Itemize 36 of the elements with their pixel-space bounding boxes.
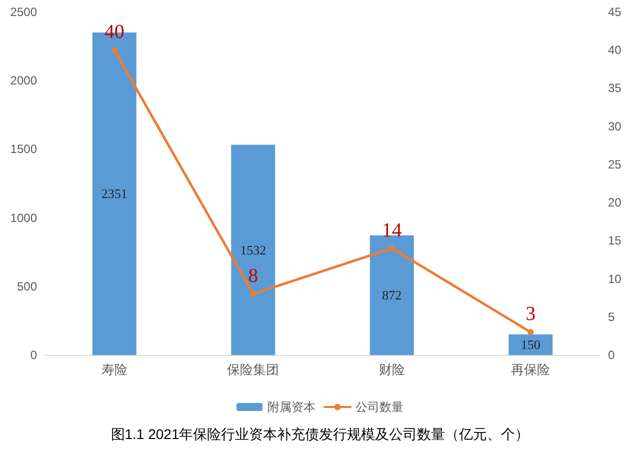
y2-tick-label: 5 <box>608 310 615 324</box>
y-tick-label: 0 <box>30 348 38 362</box>
y-tick-label: 1500 <box>10 142 38 156</box>
data-label: 3 <box>526 303 536 326</box>
y2-tick-label: 15 <box>608 234 622 248</box>
x-tick-label: 寿险 <box>101 362 128 377</box>
y2-tick-label: 45 <box>608 5 622 19</box>
point <box>250 291 256 298</box>
y-tick-label: 1000 <box>10 210 38 225</box>
point <box>388 245 395 252</box>
data-label: 150 <box>520 337 540 352</box>
point <box>528 329 534 336</box>
bar <box>508 334 553 355</box>
bar <box>231 144 276 355</box>
x-tick-label: 再保险 <box>511 362 550 377</box>
y2-tick-label: 20 <box>608 196 622 210</box>
y2-tick-label: 25 <box>608 157 622 172</box>
y-tick-label: 2000 <box>10 74 38 88</box>
y2-tick-label: 35 <box>608 81 622 96</box>
text: 图1.1 2021年保险行业资本补充债发行规模及公司数量（亿元、个） <box>110 426 530 442</box>
y2-tick-label: 10 <box>608 272 622 286</box>
y-tick-label: 2500 <box>10 5 38 19</box>
data-label: 1532 <box>240 242 266 258</box>
data-label: 872 <box>382 288 402 303</box>
y-tick-label: 500 <box>16 279 38 294</box>
point <box>111 47 118 54</box>
y2-tick-label: 40 <box>608 43 622 58</box>
data-label: 2351 <box>101 186 128 202</box>
y2-tick-label: 30 <box>608 119 622 134</box>
data-label: 8 <box>248 265 258 288</box>
legend-label: 附属资本 <box>268 400 316 414</box>
x-tick-label: 财险 <box>378 362 405 377</box>
bar <box>370 235 414 355</box>
legend-label: 公司数量 <box>356 400 404 414</box>
x-tick-label: 保险集团 <box>227 362 280 377</box>
y2-tick-label: 0 <box>608 348 615 362</box>
